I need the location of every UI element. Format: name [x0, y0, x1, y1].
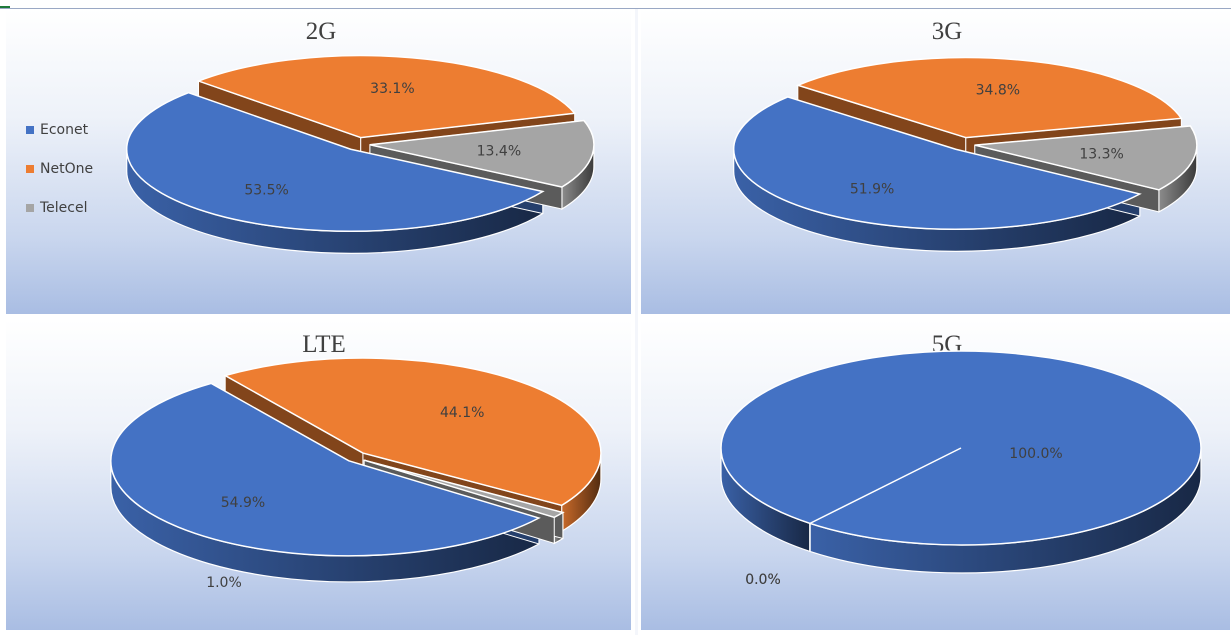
- data-label-netone: 44.1%: [440, 405, 484, 421]
- panel-divider: [635, 9, 638, 635]
- legend-item-netone: NetOne: [26, 158, 93, 180]
- data-label-telecel: 1.0%: [206, 575, 242, 591]
- legend-label-econet: Econet: [40, 122, 89, 138]
- pie-tops: [720, 350, 1202, 546]
- pie-tops: [732, 56, 1198, 230]
- legend-label-netone: NetOne: [40, 161, 94, 177]
- legend-item-econet: Econet: [26, 119, 93, 141]
- pie-chart-2g: 2G 53.5% 33.1% 13.4%: [125, 18, 595, 254]
- pie-slice-econet: [110, 382, 541, 557]
- chart-title: 2G: [306, 18, 337, 45]
- top-rule: [0, 8, 1231, 9]
- legend-item-telecel: Telecel: [26, 197, 93, 219]
- chart-panel-lte: LTE 54.9% 44.1% 1.0%: [6, 320, 631, 630]
- data-label-telecel: 13.3%: [1079, 146, 1123, 162]
- chart-panel-2g: 2G 53.5% 33.1% 13.4% Econet NetOne Telecel: [6, 9, 631, 314]
- pie-chart-3g: 3G 51.9% 34.8% 13.3%: [732, 18, 1198, 252]
- pie-labels: 54.9% 44.1% 1.0%: [206, 405, 484, 591]
- chart-title: 3G: [932, 18, 963, 45]
- pie-labels: 53.5% 33.1% 13.4%: [244, 81, 521, 199]
- chart-panel-5g: 5G 100.0% 0.0% 0.0%: [641, 320, 1230, 630]
- pie-slice-telecel: [363, 459, 565, 519]
- pie-slice-econet: [125, 91, 545, 232]
- legend-swatch-netone: [26, 165, 34, 173]
- legend: Econet NetOne Telecel: [26, 119, 93, 236]
- pie-slice-netone: [795, 56, 1183, 139]
- corner-mark: [0, 6, 10, 9]
- pie-slice-econet: [732, 96, 1142, 230]
- pie-slice-telecel: [974, 125, 1198, 191]
- chart-panel-3g: 3G 51.9% 34.8% 13.3%: [641, 9, 1230, 314]
- data-label-netone: 34.8%: [976, 82, 1020, 98]
- data-label-telecel: 13.4%: [477, 143, 521, 159]
- data-label-econet: 100.0%: [1009, 446, 1062, 462]
- pie-tops: [110, 357, 602, 557]
- data-label-netone: 0.0%: [745, 572, 781, 588]
- pie-slice-netone: [196, 54, 577, 139]
- data-label-econet: 53.5%: [244, 183, 288, 199]
- pie-zero-separator: [809, 447, 962, 525]
- pie-tops: [125, 54, 595, 232]
- data-label-netone: 33.1%: [370, 81, 414, 97]
- pie-chart-lte: LTE 54.9% 44.1% 1.0%: [110, 331, 602, 591]
- legend-label-telecel: Telecel: [40, 200, 88, 216]
- legend-swatch-telecel: [26, 204, 34, 212]
- data-label-econet: 51.9%: [850, 182, 894, 198]
- legend-swatch-econet: [26, 126, 34, 134]
- pie-slice-telecel: [369, 119, 595, 188]
- pie-labels: 51.9% 34.8% 13.3%: [850, 82, 1124, 197]
- data-label-telecel: 0.0%: [745, 572, 781, 588]
- pie-labels: 100.0%0.0%0.0%: [745, 446, 1062, 588]
- data-label-econet: 54.9%: [221, 495, 265, 511]
- pie-slice-netone: [223, 357, 602, 507]
- pie-slice-econet: [720, 350, 1202, 546]
- chart-title: LTE: [302, 331, 346, 358]
